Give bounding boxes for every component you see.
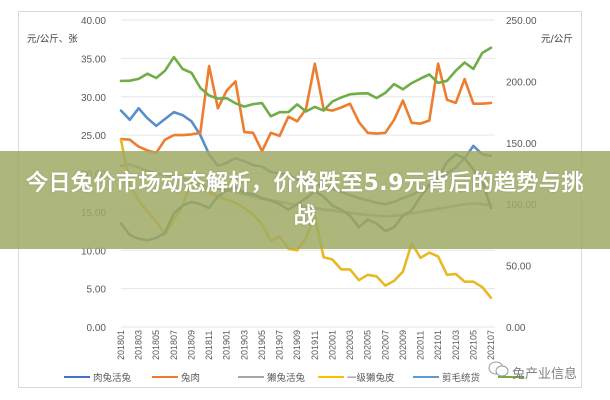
series-line	[119, 46, 493, 118]
x-axis-tick-label: 202105	[468, 330, 478, 360]
x-axis-tick-label: 201905	[257, 330, 267, 360]
right-axis-tick-label: 150.00	[506, 139, 537, 150]
right-axis-tick-label: 250.00	[506, 16, 537, 27]
article-title: 今日兔价市场动态解析，价格跌至5.9元背后的趋势与挑战	[26, 171, 584, 229]
x-axis-tick-label: 201907	[275, 330, 285, 360]
x-axis-tick-label: 202011	[416, 331, 426, 360]
left-axis-tick-label: 30.00	[81, 93, 106, 104]
x-axis-tick-label: 201909	[292, 330, 302, 360]
right-axis-tick-label: 50.00	[506, 262, 531, 273]
x-axis-tick-label: 201811	[204, 331, 214, 360]
left-axis-tick-label: 40.00	[81, 16, 106, 27]
x-axis-tick-label: 202005	[363, 330, 373, 360]
x-axis-tick-label: 201803	[134, 330, 144, 360]
x-axis-tick-label: 201901	[222, 330, 232, 360]
x-axis-tick-label: 202001	[327, 330, 337, 360]
right-axis-unit-label: 元/公斤	[541, 34, 573, 45]
x-axis-tick-label: 201911	[310, 331, 320, 360]
x-axis-tick-label: 201809	[186, 330, 196, 360]
x-axis-tick-label: 202107	[486, 330, 496, 360]
legend-label: 兔肉	[181, 372, 200, 384]
right-axis-tick-label: 200.00	[506, 77, 537, 88]
title-banner: 今日兔价市场动态解析，价格跌至5.9元背后的趋势与挑战	[0, 151, 610, 249]
x-axis-tick-label: 201807	[169, 330, 179, 360]
left-axis-tick-label: 0.00	[87, 323, 107, 334]
left-axis-tick-label: 25.00	[81, 131, 106, 142]
legend-label: 一级獭兔皮	[347, 372, 395, 384]
left-axis-tick-label: 5.00	[87, 285, 107, 296]
x-axis-tick-label: 201805	[151, 330, 161, 360]
x-axis-tick-label: 202003	[345, 330, 355, 360]
legend: 肉兔活兔 兔肉 獭兔活兔 一级獭兔皮 剪毛统货	[64, 372, 524, 384]
x-axis-tick-label: 202007	[380, 330, 390, 360]
x-axis-tick-label: 202101	[433, 330, 443, 360]
x-axis-tick-label: 202009	[398, 330, 408, 360]
wechat-bubble-icon	[488, 361, 509, 377]
x-axis-tick-label: 201903	[239, 330, 249, 360]
legend-label: 肉兔活兔	[93, 372, 132, 384]
left-axis-unit-label: 元/公斤、张	[27, 34, 78, 45]
left-axis-tick-label: 10.00	[81, 246, 106, 257]
watermark-text: 兔产业信息	[512, 367, 578, 382]
right-axis-tick-label: 0.00	[506, 323, 526, 334]
x-axis-tick-label: 201801	[116, 330, 126, 360]
legend-label: 獭兔活兔	[267, 372, 306, 384]
x-axis-ticks: 201801 201803 201805 201807 201809 201811 2019…	[116, 330, 496, 360]
x-axis-tick-label: 202103	[451, 330, 461, 360]
legend-label: 剪毛统货	[442, 372, 480, 384]
series-line	[119, 62, 493, 155]
left-axis-tick-label: 35.00	[81, 54, 106, 65]
